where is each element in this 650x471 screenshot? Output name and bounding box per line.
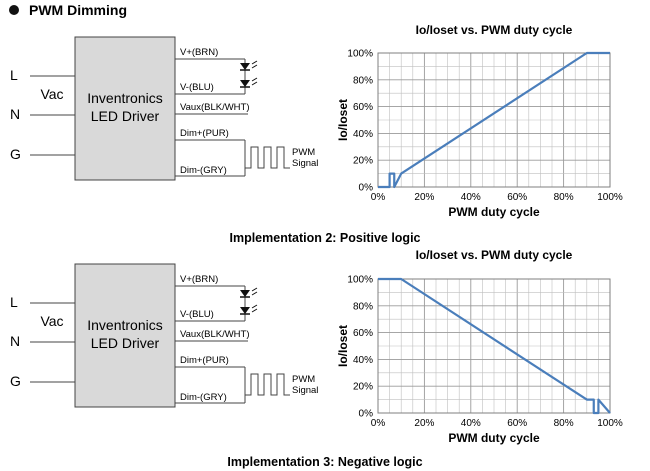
wiring-diagram-1: Inventronics LED Driver Vac L N G V+(BRN… <box>10 36 318 181</box>
pwm-label-line1: PWM <box>292 374 315 385</box>
driver-box <box>74 36 176 181</box>
y-tick-label: 100% <box>347 49 373 60</box>
pwm-label-line2: Signal <box>292 158 318 169</box>
y-tick-label: 100% <box>347 275 373 286</box>
pwm-label-line1: PWM <box>292 147 315 158</box>
led-icon <box>240 304 258 315</box>
x-tick-label: 100% <box>597 192 623 203</box>
vac-label: Vac <box>40 313 63 329</box>
chart-negative-logic: 0% 20% 40% 60% 80% 100% 0% 20% 40% 60% 80% 100% Io/I… <box>336 248 623 445</box>
x-tick-label: 80% <box>554 418 574 429</box>
caption-implementation-2: Implementation 2: Positive logic <box>229 231 420 245</box>
section-title: PWM Dimming <box>29 2 127 18</box>
output-dimplus-label: Dim+(PUR) <box>180 128 229 139</box>
led-icon <box>240 77 258 88</box>
input-n-label: N <box>10 333 20 349</box>
caption-implementation-3: Implementation 3: Negative logic <box>227 455 422 469</box>
output-vplus-label: V+(BRN) <box>180 274 218 285</box>
x-tick-label: 40% <box>461 192 481 203</box>
y-tick-label: 0% <box>359 183 374 194</box>
output-vminus-label: V-(BLU) <box>180 309 214 320</box>
x-tick-label: 80% <box>554 192 574 203</box>
y-tick-label: 40% <box>353 355 373 366</box>
y-tick-label: 20% <box>353 382 373 393</box>
output-vaux-label: Vaux(BLK/WHT) <box>180 102 250 113</box>
y-tick-label: 60% <box>353 328 373 339</box>
x-tick-label: 40% <box>461 418 481 429</box>
output-vminus-label: V-(BLU) <box>180 82 214 93</box>
led-icon <box>240 60 258 71</box>
pwm-label-line2: Signal <box>292 385 318 396</box>
pwm-waveform <box>245 146 290 169</box>
driver-name-line1: Inventronics <box>87 90 162 106</box>
x-tick-label: 100% <box>597 418 623 429</box>
driver-name-line2: LED Driver <box>91 108 160 124</box>
input-n-label: N <box>10 106 20 122</box>
bullet-icon <box>9 5 19 15</box>
plot-area-frame <box>377 52 611 188</box>
output-dimminus-label: Dim-(GRY) <box>180 392 227 403</box>
wiring-diagram-2: Inventronics LED Driver Vac L N G V+(BRN… <box>10 263 318 408</box>
x-tick-label: 0% <box>371 192 386 203</box>
x-tick-label: 0% <box>371 418 386 429</box>
input-g-label: G <box>10 146 21 162</box>
output-vaux-label: Vaux(BLK/WHT) <box>180 329 250 340</box>
y-tick-label: 40% <box>353 129 373 140</box>
input-l-label: L <box>10 67 18 83</box>
chart-title: Io/Ioset vs. PWM duty cycle <box>416 248 573 262</box>
x-tick-label: 60% <box>507 418 527 429</box>
input-l-label: L <box>10 294 18 310</box>
y-tick-label: 60% <box>353 102 373 113</box>
output-vplus-label: V+(BRN) <box>180 47 218 58</box>
chart-title: Io/Ioset vs. PWM duty cycle <box>416 23 573 37</box>
chart-positive-logic: 0% 20% 40% 60% 80% 100% 0% 20% 40% 60% 80% 100% Io/I… <box>336 23 623 219</box>
pwm-waveform <box>245 373 290 396</box>
vac-label: Vac <box>40 86 63 102</box>
plot-area-frame <box>377 278 611 414</box>
series-line <box>378 277 611 415</box>
led-icon <box>240 287 258 298</box>
y-tick-label: 80% <box>353 75 373 86</box>
driver-name-line2: LED Driver <box>91 335 160 351</box>
output-dimplus-label: Dim+(PUR) <box>180 355 229 366</box>
y-tick-label: 0% <box>359 409 374 420</box>
output-dimminus-label: Dim-(GRY) <box>180 165 227 176</box>
driver-box <box>74 263 176 408</box>
y-axis-label: Io/Ioset <box>336 99 350 141</box>
x-tick-label: 20% <box>414 418 434 429</box>
y-axis-label: Io/Ioset <box>336 325 350 367</box>
x-tick-label: 60% <box>507 192 527 203</box>
x-axis-label: PWM duty cycle <box>448 205 540 219</box>
y-tick-label: 80% <box>353 301 373 312</box>
driver-name-line1: Inventronics <box>87 317 162 333</box>
series-line <box>378 51 610 189</box>
y-tick-label: 20% <box>353 156 373 167</box>
x-axis-label: PWM duty cycle <box>448 431 540 445</box>
input-g-label: G <box>10 373 21 389</box>
x-tick-label: 20% <box>414 192 434 203</box>
